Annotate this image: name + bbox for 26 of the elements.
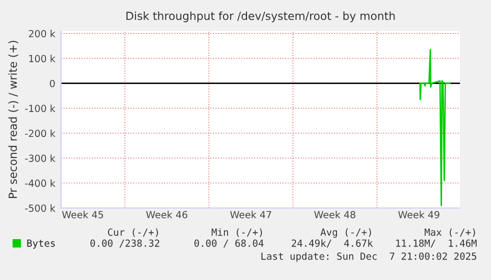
y-tick-label: -100 k [25,104,56,112]
x-tick-label: Week 46 [146,210,188,218]
line-series [419,49,451,206]
text: Avg (-/+) [320,228,371,238]
x-tick-label: Week 47 [230,210,272,218]
text: Cur (-/+) [108,228,158,237]
text: Max (-/+) [424,228,475,237]
y-tick-label: -500 k [25,204,56,212]
y-tick-label: -200 k [25,130,56,138]
text: Min (-/+) [212,228,262,237]
text: 0.00 /238.32 [90,239,160,248]
y-tick-label: -300 k [25,154,56,162]
text: Last update: Sun Dec 7 21:00:02 2025 [261,252,476,262]
text: 11.18M/ 1.46M [396,239,477,248]
text: 0.00 / 68.04 [194,239,264,248]
y-tick-label: 200 k [28,30,56,38]
chart-title: Disk throughput for /dev/system/root - by month [126,11,395,22]
y-tick-label: 100 k [29,54,56,62]
y-tick-label: -400 k [25,179,56,187]
x-tick-label: Week 49 [398,210,440,218]
x-tick-label: Week 45 [62,210,104,218]
y-axis-title: Pr second read (-) / write (+) [8,40,18,198]
text: 24.49k/ 4.67k [292,239,373,248]
legend-label: Bytes [27,240,55,249]
x-tick-label: Week 48 [314,210,356,218]
y-tick-label: 0 [50,80,55,88]
